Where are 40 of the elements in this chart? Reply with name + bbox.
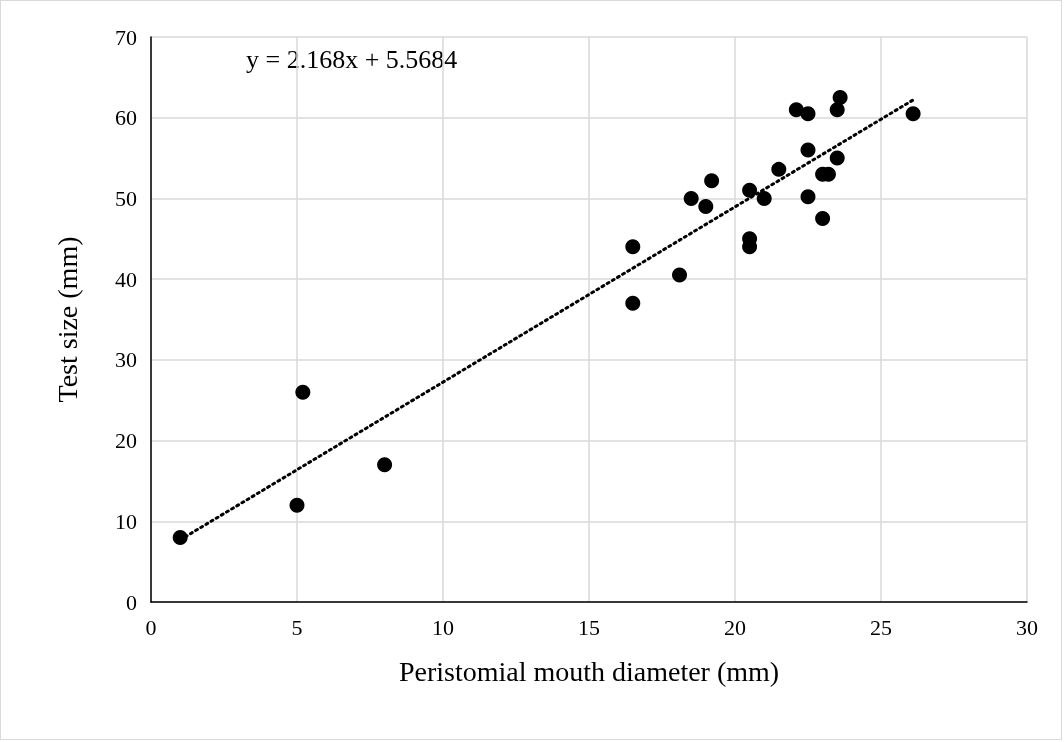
point (672, 267, 688, 283)
x-tick-label: 15 (578, 614, 600, 640)
point (295, 384, 311, 400)
point (289, 497, 305, 513)
y-tick-label: 40 (115, 266, 137, 292)
point (788, 102, 804, 118)
y-tick-label: 60 (115, 105, 137, 131)
y-tick-label: 0 (126, 589, 137, 615)
point (905, 106, 921, 122)
point (742, 182, 758, 198)
point (704, 173, 720, 189)
point (815, 211, 831, 227)
point (756, 190, 772, 206)
point (698, 199, 714, 214)
y-tick-label: 70 (115, 24, 137, 50)
y-tick-label: 50 (115, 185, 137, 211)
y-tick-label: 20 (115, 428, 137, 454)
point (832, 90, 848, 106)
point (829, 102, 845, 118)
annotation: y = 2.168x + 5.5684 (246, 44, 458, 74)
x-tick-label: 20 (724, 614, 746, 640)
x-tick-label: 30 (1016, 614, 1038, 640)
x-axis-title: Peristomial mouth diameter (mm) (398, 655, 780, 687)
point (377, 457, 393, 473)
x-tick-label: 5 (291, 614, 303, 640)
point (800, 189, 816, 205)
point (625, 239, 641, 255)
point (800, 106, 816, 122)
x-tick-label: 25 (870, 614, 892, 640)
point (172, 529, 188, 545)
y-axis-title: Test size (mm) (51, 236, 83, 403)
point (829, 150, 845, 166)
point (625, 295, 641, 311)
x-tick-label: 10 (432, 614, 454, 640)
point (771, 161, 787, 177)
x-tick-label: 0 (145, 614, 157, 640)
y-tick-label: 10 (115, 508, 137, 534)
y-tick-label: 30 (115, 347, 137, 373)
point (683, 190, 699, 206)
point (800, 142, 816, 158)
